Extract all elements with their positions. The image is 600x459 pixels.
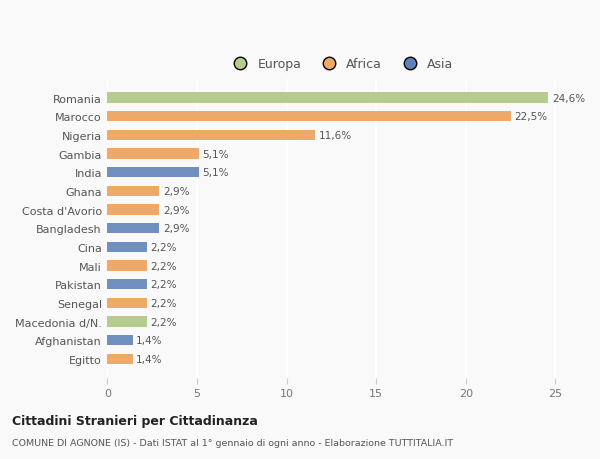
Bar	[107, 298, 147, 308]
Text: 2,2%: 2,2%	[151, 242, 177, 252]
Bar	[107, 280, 147, 290]
Text: 5,1%: 5,1%	[202, 149, 229, 159]
Text: 24,6%: 24,6%	[552, 94, 585, 103]
Text: COMUNE DI AGNONE (IS) - Dati ISTAT al 1° gennaio di ogni anno - Elaborazione TUT: COMUNE DI AGNONE (IS) - Dati ISTAT al 1°…	[12, 438, 453, 447]
Bar	[107, 224, 160, 234]
Bar	[107, 336, 133, 346]
Text: 2,2%: 2,2%	[151, 317, 177, 327]
Bar	[107, 242, 147, 252]
Text: 2,9%: 2,9%	[163, 205, 190, 215]
Bar	[107, 205, 160, 215]
Bar	[107, 149, 199, 159]
Bar	[107, 186, 160, 196]
Bar	[107, 130, 315, 141]
Text: 11,6%: 11,6%	[319, 131, 352, 140]
Text: 2,9%: 2,9%	[163, 186, 190, 196]
Text: 1,4%: 1,4%	[136, 336, 163, 346]
Text: 2,2%: 2,2%	[151, 280, 177, 290]
Text: 2,2%: 2,2%	[151, 261, 177, 271]
Text: 22,5%: 22,5%	[514, 112, 547, 122]
Legend: Europa, Africa, Asia: Europa, Africa, Asia	[223, 53, 458, 76]
Text: Cittadini Stranieri per Cittadinanza: Cittadini Stranieri per Cittadinanza	[12, 414, 258, 428]
Bar	[107, 168, 199, 178]
Bar	[107, 317, 147, 327]
Text: 5,1%: 5,1%	[202, 168, 229, 178]
Bar	[107, 354, 133, 364]
Text: 2,9%: 2,9%	[163, 224, 190, 234]
Text: 1,4%: 1,4%	[136, 354, 163, 364]
Bar	[107, 261, 147, 271]
Bar	[107, 93, 548, 104]
Text: 2,2%: 2,2%	[151, 298, 177, 308]
Bar	[107, 112, 511, 122]
